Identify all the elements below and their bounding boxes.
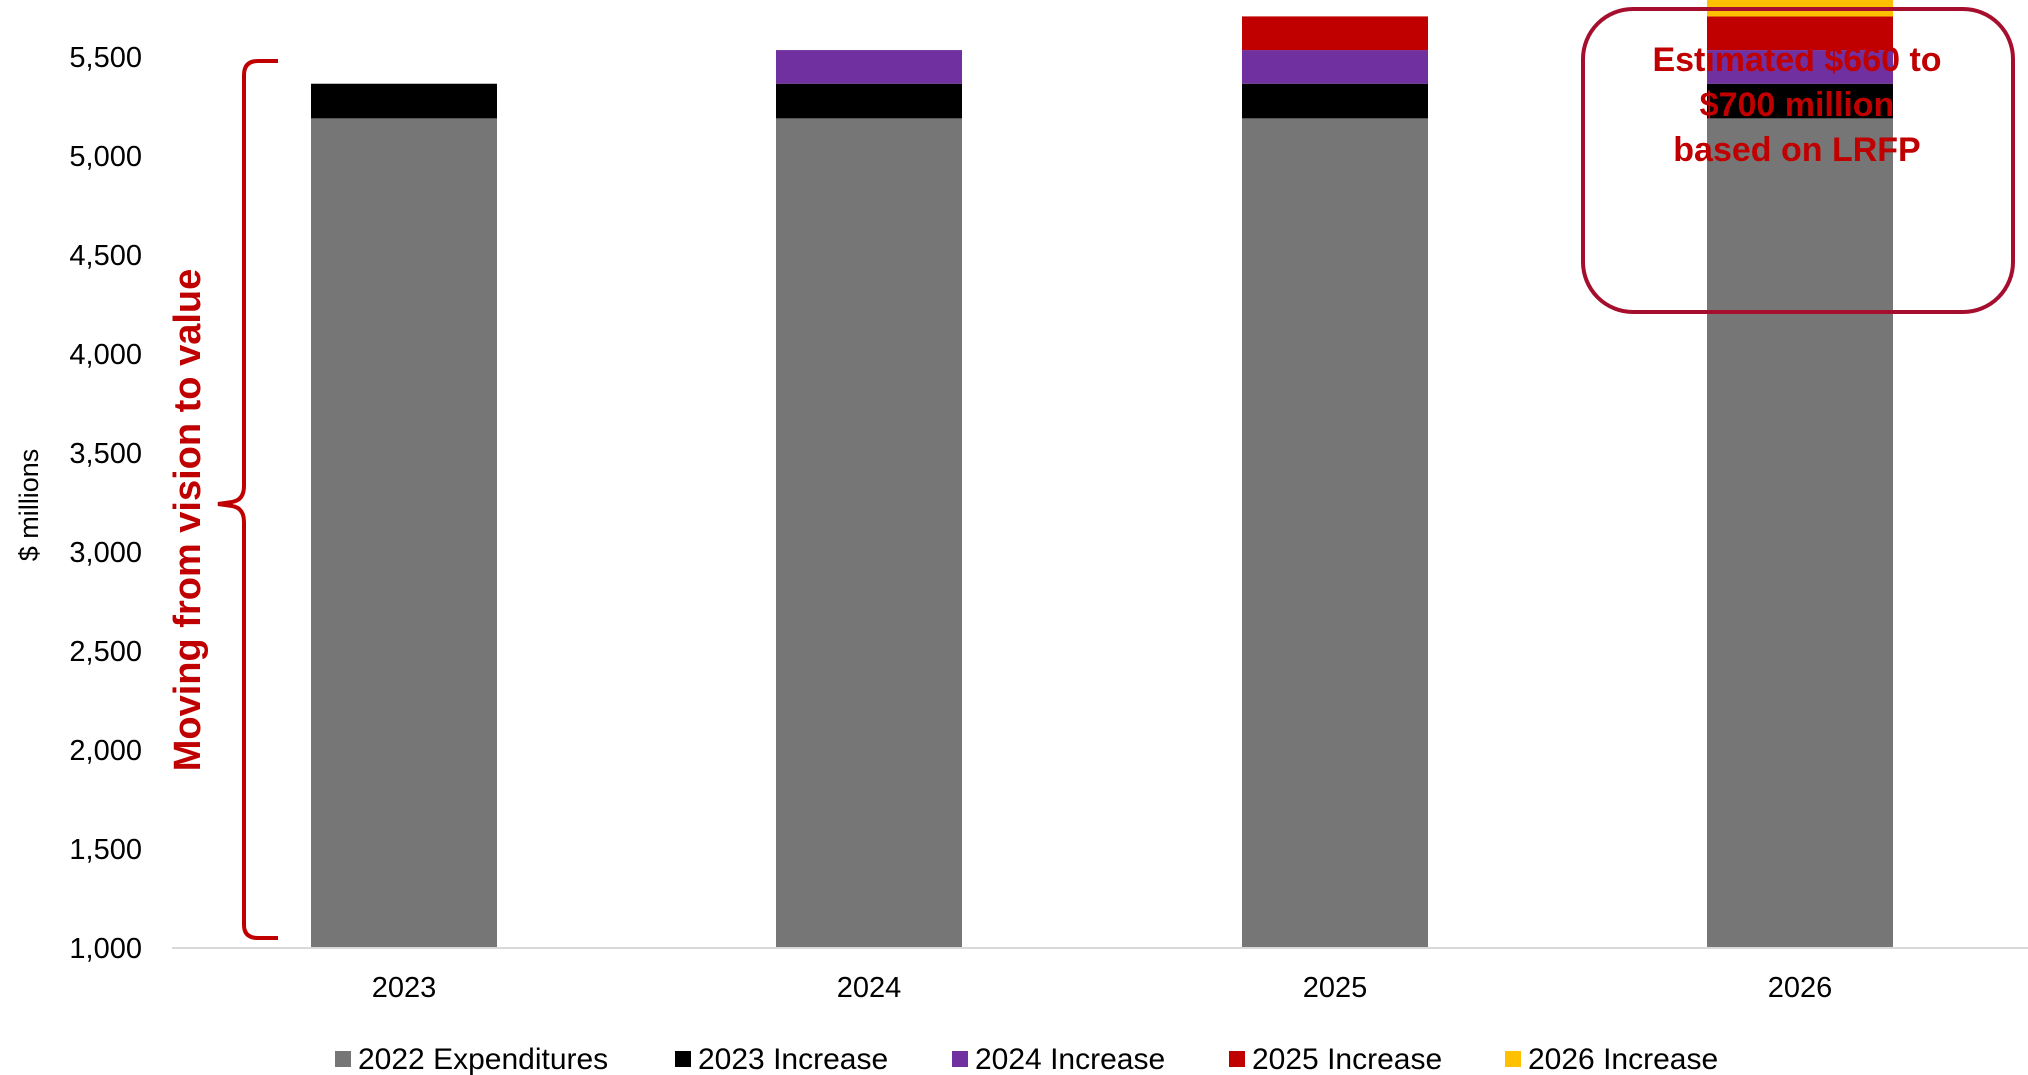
legend: 2022 Expenditures 2023 Increase 2024 Incre… bbox=[335, 1043, 1718, 1075]
bar-2023-2023-increase bbox=[311, 83, 497, 119]
callout-line-2: $700 million bbox=[1700, 86, 1895, 124]
y-tick-label: 1,500 bbox=[69, 834, 142, 866]
callout-line-1: Estimated $660 to bbox=[1652, 41, 1941, 79]
legend-label-2025-increase: 2025 Increase bbox=[1252, 1043, 1442, 1075]
y-tick-label: 3,000 bbox=[69, 537, 142, 569]
legend-swatch-2025-increase bbox=[1229, 1051, 1245, 1067]
bracket-label: Moving from vision to value bbox=[167, 269, 209, 772]
bar-2024-2024-increase bbox=[776, 50, 962, 84]
bar-2025-2024-increase bbox=[1242, 50, 1428, 84]
y-tick-label: 2,000 bbox=[69, 735, 142, 767]
bar-2026-2023-increase bbox=[1707, 83, 1893, 119]
y-tick-label: 4,500 bbox=[69, 240, 142, 272]
y-axis-ticks: 1,000 1,500 2,000 2,500 3,000 3,500 4,000 4,500… bbox=[69, 42, 142, 965]
bar-2024-2022-expenditures bbox=[776, 118, 962, 948]
x-tick-label-2023: 2023 bbox=[372, 972, 437, 1004]
bar-2026-2025-increase bbox=[1707, 16, 1893, 51]
y-tick-label: 4,000 bbox=[69, 339, 142, 371]
legend-label-2024-increase: 2024 Increase bbox=[975, 1043, 1165, 1075]
legend-label-2026-increase: 2026 Increase bbox=[1528, 1043, 1718, 1075]
bar-2023-2022-expenditures bbox=[311, 118, 497, 948]
x-axis-ticks: 2023 2024 2025 2026 bbox=[372, 972, 1833, 1004]
legend-swatch-2026-increase bbox=[1505, 1051, 1521, 1067]
bar-2026-2022-expenditures bbox=[1707, 118, 1893, 948]
bar-2024-2023-increase bbox=[776, 83, 962, 119]
y-tick-label: 5,000 bbox=[69, 141, 142, 173]
callout-line-3: based on LRFP bbox=[1673, 131, 1920, 169]
bar-2025-2022-expenditures bbox=[1242, 118, 1428, 948]
legend-label-2022-expenditures: 2022 Expenditures bbox=[358, 1043, 608, 1075]
y-tick-label: 1,000 bbox=[69, 933, 142, 965]
legend-label-2023-increase: 2023 Increase bbox=[698, 1043, 888, 1075]
callout-box bbox=[1581, 7, 2015, 314]
y-axis-title: $ millions bbox=[14, 449, 44, 562]
x-tick-label-2024: 2024 bbox=[837, 972, 902, 1004]
x-tick-label-2025: 2025 bbox=[1303, 972, 1368, 1004]
bar-2025-2025-increase bbox=[1242, 16, 1428, 51]
bar-2025-2023-increase bbox=[1242, 83, 1428, 119]
legend-swatch-2022-expenditures bbox=[335, 1051, 351, 1067]
bar-2026-2024-increase bbox=[1707, 50, 1893, 84]
bracket-annotation bbox=[217, 59, 278, 940]
legend-swatch-2024-increase bbox=[952, 1051, 968, 1067]
y-tick-label: 2,500 bbox=[69, 636, 142, 668]
y-tick-label: 3,500 bbox=[69, 438, 142, 470]
bars bbox=[311, 0, 1893, 948]
x-tick-label-2026: 2026 bbox=[1768, 972, 1833, 1004]
y-tick-label: 5,500 bbox=[69, 42, 142, 74]
legend-swatch-2023-increase bbox=[675, 1051, 691, 1067]
